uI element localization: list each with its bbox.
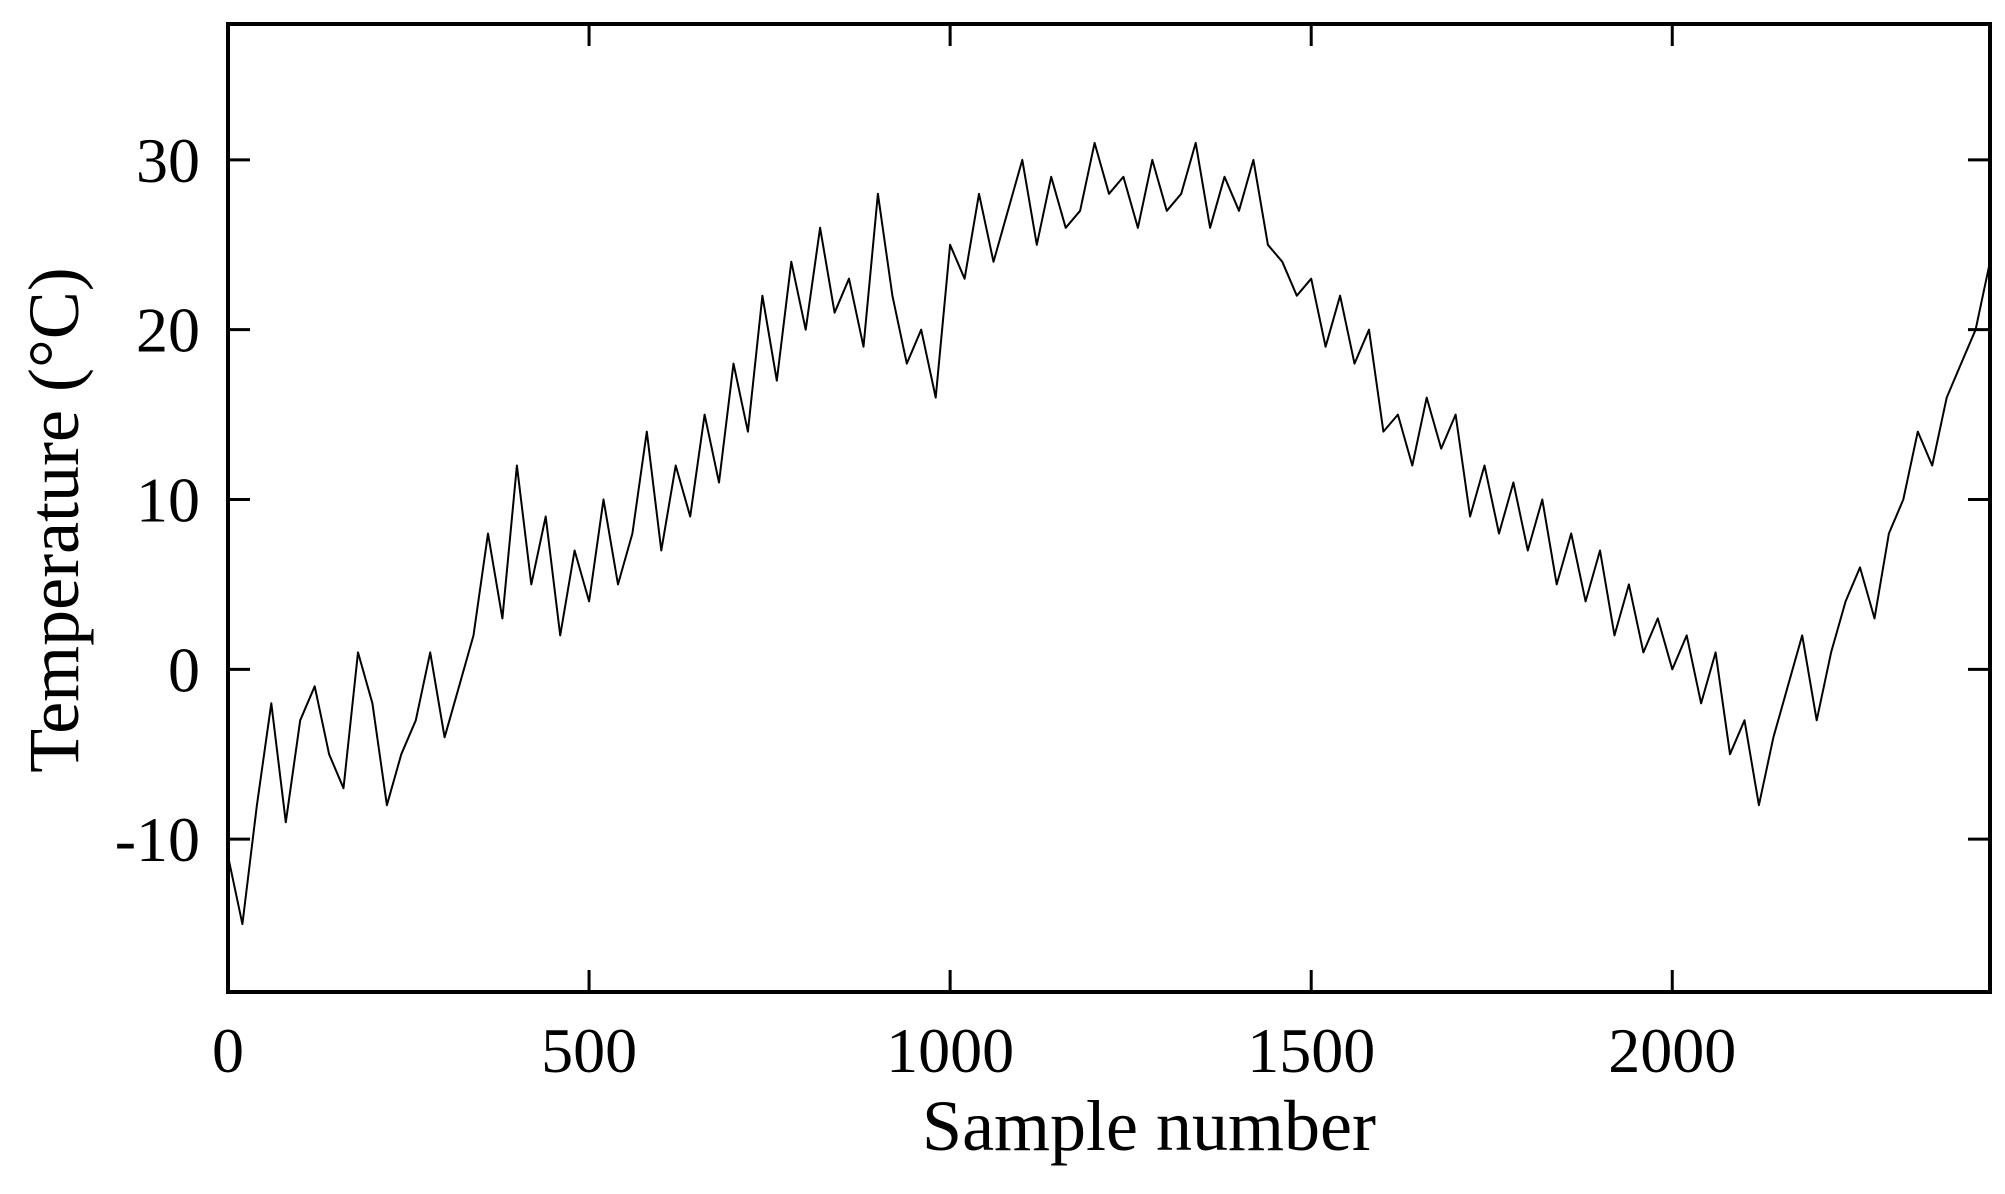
y-axis-title: Temperature (°C) bbox=[14, 267, 94, 773]
plot-frame bbox=[226, 22, 1992, 994]
plot-series-group bbox=[227, 141, 1991, 926]
series-line-0 bbox=[227, 141, 1991, 926]
y-axis-ticks: -10 0 10 20 30 bbox=[115, 125, 1990, 875]
x-tick-label: 0 bbox=[212, 1015, 244, 1086]
y-tick-label: 0 bbox=[168, 634, 200, 705]
x-tick-label: 500 bbox=[541, 1015, 637, 1086]
x-tick-label: 1500 bbox=[1247, 1015, 1375, 1086]
y-tick-label: 30 bbox=[136, 125, 200, 196]
x-tick-label: 1000 bbox=[886, 1015, 1014, 1086]
x-axis-title: Sample number bbox=[922, 1086, 1376, 1166]
y-tick-label: 10 bbox=[136, 465, 200, 536]
y-tick-label: -10 bbox=[115, 804, 200, 875]
x-axis-ticks: 0 500 1000 1500 2000 bbox=[212, 24, 1736, 1086]
x-tick-label: 2000 bbox=[1608, 1015, 1736, 1086]
y-tick-label: 20 bbox=[136, 295, 200, 366]
